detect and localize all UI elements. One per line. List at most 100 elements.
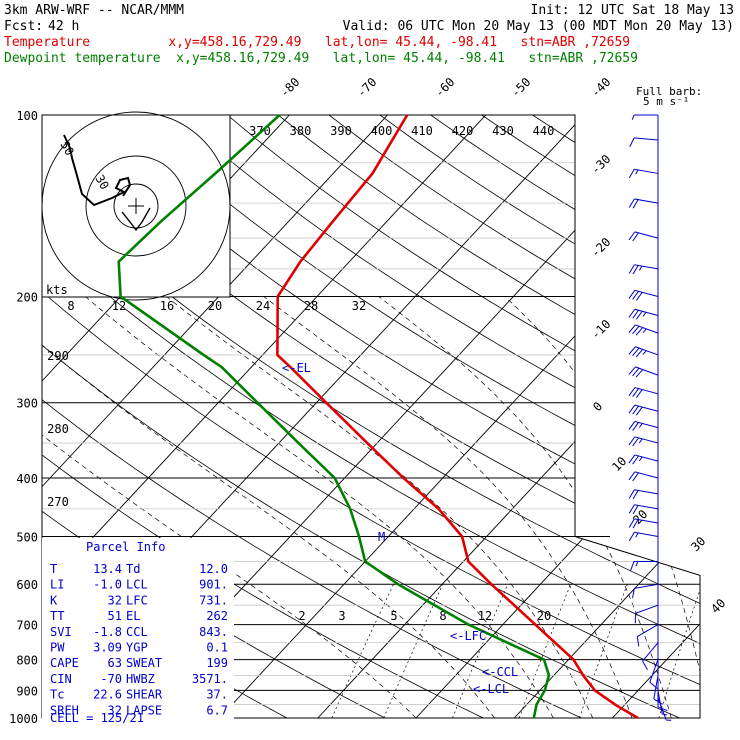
chart-header: 3km ARW-WRF -- NCAR/MMM Fcst: 42 h Init:…	[4, 3, 734, 108]
parcel-info-label: SVI	[50, 625, 72, 639]
mixing-ratio-label: 8	[439, 609, 446, 623]
wind-barb-staff	[634, 137, 659, 141]
theta-label: 430	[492, 124, 514, 138]
pressure-tick-label: 800	[16, 654, 38, 668]
storm-motion-marker	[121, 207, 151, 232]
hodograph-ring-label: 50	[57, 139, 76, 159]
isotherm-label: 20	[630, 507, 650, 527]
wind-barb-flag	[636, 636, 640, 647]
wind-barb-flag	[628, 290, 636, 299]
wind-barb-flag	[628, 387, 636, 397]
wind-barb-flag	[628, 436, 636, 446]
moist-adiabat-line	[85, 296, 554, 718]
sounding-annotation: M	[378, 530, 385, 544]
wind-barb-flag	[635, 310, 643, 320]
wind-barb	[657, 697, 672, 721]
moist-adiabat-line	[378, 296, 672, 718]
mixing-ratio-label: 5	[390, 609, 397, 623]
mixing-ratio-label: 2	[298, 609, 305, 623]
parcel-info-label: LI	[50, 578, 64, 592]
wind-barb-staff	[634, 308, 659, 316]
wind-barb-flag	[632, 199, 639, 209]
mixing-ratio-line	[658, 584, 700, 718]
hodograph-speed-label: 20	[208, 299, 222, 313]
parcel-info-value: 63	[108, 656, 122, 670]
parcel-info-value: 51	[108, 609, 122, 623]
pressure-tick-label: 300	[16, 397, 38, 411]
parcel-info-value: -1.0	[93, 578, 122, 592]
wind-barb-flag	[628, 404, 636, 414]
parcel-info-background	[42, 538, 234, 724]
wind-barb-flag	[635, 532, 639, 538]
wind-barb-staff	[634, 420, 659, 429]
theta-label: 280	[47, 422, 69, 436]
mixing-ratio-line	[579, 584, 628, 718]
full-barb-label: Full barb:	[636, 85, 702, 98]
moist-adiabat-line	[263, 296, 633, 718]
wind-barb-flag	[632, 325, 640, 335]
wind-barb	[628, 366, 659, 378]
wind-barb	[628, 489, 659, 500]
sounding-annotations: <-EL <-LFC <-CCL <-LCL M	[282, 361, 518, 696]
wind-barb-flag	[635, 389, 643, 399]
wind-barb	[628, 346, 659, 358]
wind-barb-staff	[634, 454, 659, 462]
wind-barb-flag	[638, 438, 643, 444]
wind-barb-flag	[632, 437, 639, 447]
isotherm-label: -30	[588, 152, 613, 177]
wind-barb-flag	[638, 423, 643, 428]
wind-barb	[628, 404, 659, 416]
parcel-info-label: LFC	[126, 593, 148, 607]
wind-barb-flag	[657, 706, 668, 712]
sounding-annotation: <-LCL	[473, 682, 509, 696]
wind-barb-flag	[632, 265, 639, 275]
full-barb-units: 5 m s⁻¹	[643, 95, 689, 108]
dry-adiabat-line	[176, 115, 700, 718]
moist-adiabat-line	[42, 296, 495, 718]
wind-barb-flag	[632, 367, 640, 377]
parcel-info-label: CCL	[126, 625, 148, 639]
wind-barb-flag	[632, 422, 639, 431]
pressure-tick-label: 1000	[9, 712, 38, 726]
wind-barb-flag	[628, 518, 635, 528]
parcel-info-label: HWBZ	[126, 672, 155, 686]
isotherm-line	[415, 115, 700, 718]
isotherm-label: 30	[688, 534, 708, 554]
parcel-info-value: 3571.	[192, 672, 228, 686]
forecast-label: Fcst:	[4, 19, 43, 34]
pressure-tick-label: 200	[16, 291, 38, 305]
wind-barb	[629, 137, 659, 148]
wind-barb-staff	[635, 604, 659, 614]
wind-barb	[634, 604, 659, 624]
wind-barb	[628, 231, 659, 242]
init-time: Init: 12 UTC Sat 18 May 13	[531, 3, 735, 18]
dry-adiabat-line	[583, 115, 700, 718]
wind-barb-flag	[632, 490, 639, 500]
wind-barb-flag	[632, 405, 639, 415]
wind-barb-staff	[634, 168, 659, 174]
wind-barb-flag	[629, 137, 635, 148]
wind-barb	[632, 583, 659, 599]
wind-barb-flag	[632, 232, 639, 242]
dry-adiabat-line	[481, 115, 700, 718]
theta-label: 420	[452, 124, 474, 138]
parcel-info-label: LAPSE	[126, 703, 162, 717]
parcel-info-label: CIN	[50, 672, 72, 686]
wind-barb	[628, 518, 659, 529]
wind-barb	[628, 436, 659, 447]
hodograph-ring	[113, 183, 159, 229]
wind-barb-staff	[634, 436, 659, 444]
wind-barb-flag	[628, 504, 635, 514]
wind-barb-flag	[628, 324, 636, 333]
wind-barb	[628, 308, 659, 320]
moist-adiabat-line	[42, 296, 417, 718]
parcel-info-value: -70	[100, 672, 122, 686]
wind-barb-flag	[629, 561, 635, 571]
hodograph-ring-label: 30	[92, 173, 111, 193]
wind-barb-staff	[635, 366, 659, 376]
wind-barb-flag	[632, 588, 635, 599]
hodograph-speed-label: 24	[256, 299, 270, 313]
temperature-legend: Temperature x,y=458.16,729.49 lat,lon= 4…	[4, 35, 630, 50]
wind-barb-staff	[634, 289, 659, 298]
